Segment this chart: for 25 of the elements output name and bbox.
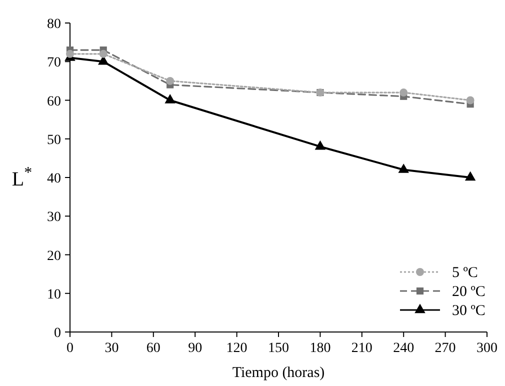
x-tick-label: 150: [268, 341, 289, 356]
x-tick-label: 240: [393, 341, 414, 356]
legend-label: 30 ºC: [452, 303, 486, 319]
y-tick-label: 80: [47, 17, 61, 32]
y-tick-label: 10: [47, 287, 61, 302]
x-tick-label: 120: [226, 341, 248, 356]
x-tick-label: 270: [434, 341, 456, 356]
y-tick-label: 20: [47, 248, 61, 264]
y-tick-label: 0: [54, 326, 61, 341]
x-tick-label: 90: [188, 341, 202, 356]
legend-label: 5 ºC: [452, 265, 478, 281]
y-tick-label: 50: [47, 132, 61, 148]
x-tick-label: 180: [310, 341, 331, 356]
y-tick-label: 40: [47, 172, 61, 186]
x-tick-label: 0: [66, 341, 74, 356]
x-tick-label: 300: [476, 341, 498, 356]
y-tick-label: 30: [47, 210, 61, 226]
y-tick-label: 70: [47, 56, 61, 71]
x-tick-label: 30: [104, 341, 119, 356]
y-axis-title: L$^{*}$: [12, 164, 32, 190]
x-axis-title: Tiempo (horas): [232, 365, 325, 381]
x-tick-label: 60: [146, 341, 160, 356]
x-tick-label: 210: [351, 341, 372, 356]
y-tick-label: 60: [47, 94, 61, 110]
legend-label: 20 ºC: [452, 284, 486, 300]
